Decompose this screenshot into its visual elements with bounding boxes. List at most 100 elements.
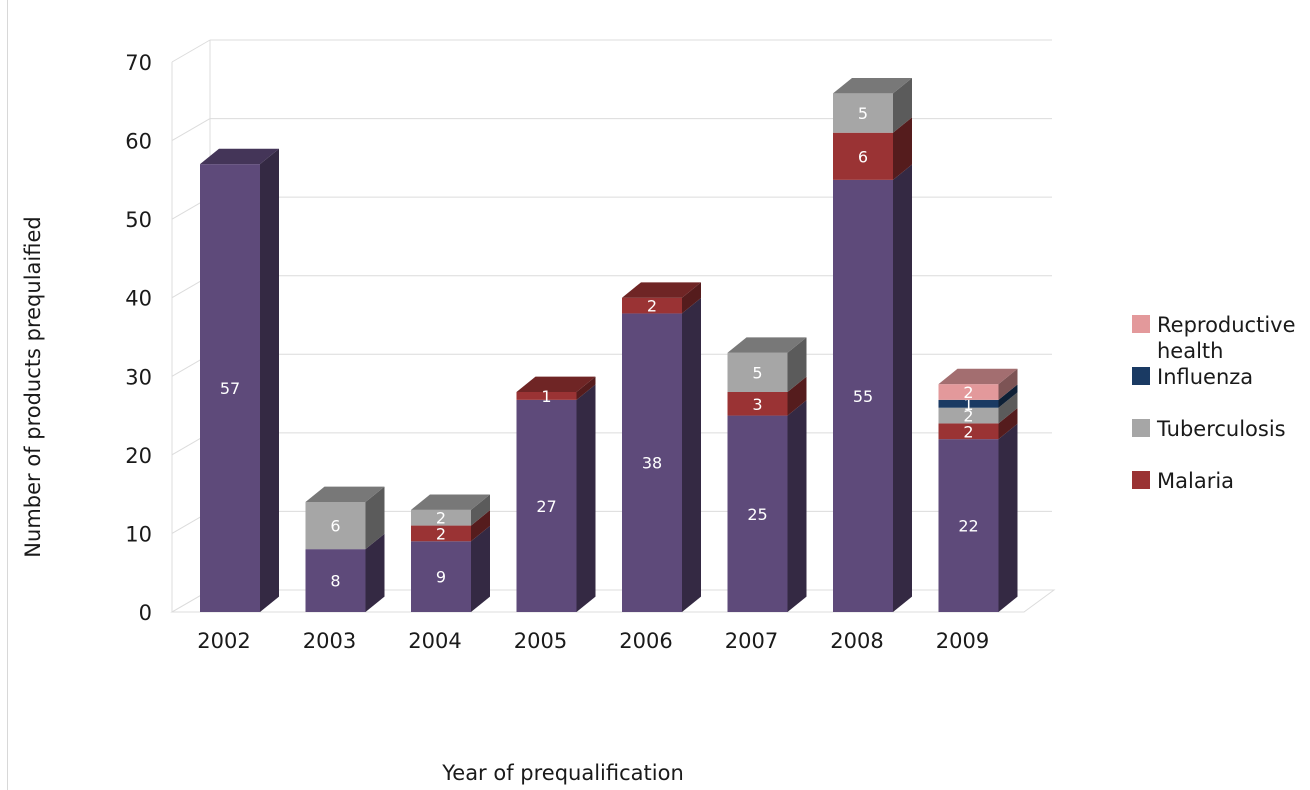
- bar-stack-2005: 27 1: [516, 376, 596, 612]
- bar-side: [998, 408, 1018, 440]
- legend-swatch: [1132, 367, 1150, 385]
- left-border-line: [7, 0, 8, 790]
- y-tick-label: 20: [125, 444, 152, 468]
- bar-top: [833, 78, 912, 94]
- bar-segment: [938, 384, 999, 400]
- bar-segment: [727, 415, 788, 612]
- bar-segment: [305, 502, 366, 550]
- bar-side: [471, 494, 490, 526]
- data-label: 27: [536, 497, 556, 516]
- bar-stack-2002: 57: [200, 148, 279, 612]
- bar-top: [305, 486, 385, 502]
- bar-segment: [938, 407, 999, 424]
- bar-segment: [833, 179, 893, 612]
- legend-swatch: [1132, 315, 1150, 333]
- bar-top: [516, 376, 596, 392]
- data-label: 38: [642, 454, 662, 473]
- x-tick-label: 2008: [830, 629, 883, 653]
- bar-segment: [411, 525, 471, 542]
- y-tick-label: 10: [125, 522, 152, 546]
- x-tick-label: 2009: [936, 629, 989, 653]
- data-label: 25: [747, 505, 767, 524]
- data-label: 8: [330, 572, 340, 591]
- bar-segment: [200, 164, 260, 612]
- bar-top: [622, 282, 701, 298]
- bar-side: [471, 510, 490, 542]
- data-label: 2: [436, 509, 446, 528]
- bar-stack-2003: 86: [305, 486, 385, 612]
- y-axis-title: Number of products prequlaified: [21, 216, 45, 557]
- data-label: 2: [436, 524, 446, 543]
- bar-side: [998, 384, 1018, 408]
- bar-side: [998, 423, 1018, 612]
- data-label: 2: [963, 407, 973, 426]
- bar-side: [682, 282, 701, 314]
- x-axis-title: Year of prequalification: [441, 761, 684, 785]
- x-tick-label: 2002: [197, 629, 250, 653]
- x-tick-label: 2003: [303, 629, 356, 653]
- y-tick-labels: 0 10 20 30 40 50 60 70: [125, 51, 152, 625]
- bar-side: [787, 376, 807, 416]
- bar-side: [365, 486, 385, 550]
- y-tick-label: 30: [125, 365, 152, 389]
- data-label: 57: [220, 379, 240, 398]
- legend-label: Tuberculosis: [1156, 417, 1286, 441]
- data-label: 2: [963, 422, 973, 441]
- bar-top: [411, 494, 490, 510]
- bar-side: [998, 368, 1018, 400]
- data-label: 2: [963, 383, 973, 402]
- bar-side: [260, 148, 279, 612]
- gridlines: [170, 39, 1056, 613]
- bar-side: [471, 525, 490, 612]
- x-tick-label: 2004: [408, 629, 461, 653]
- bar-segment: [938, 423, 999, 440]
- data-label: 9: [436, 568, 446, 587]
- bar-top: [727, 337, 807, 353]
- data-label: 55: [853, 387, 873, 406]
- legend-label: Influenza: [1157, 365, 1253, 389]
- bar-stack-2008: 55 6 5: [833, 78, 912, 612]
- data-label: 2: [647, 297, 657, 316]
- y-tick-label: 50: [125, 208, 152, 232]
- bar-segment: [833, 93, 893, 133]
- legend-swatch: [1132, 471, 1150, 489]
- bar-stack-2004: 9 22: [411, 494, 490, 612]
- bar-segment: [727, 392, 788, 416]
- floor: [170, 589, 1056, 613]
- bar-segment: [622, 313, 682, 612]
- data-label: 5: [752, 363, 762, 382]
- x-tick-labels: 2002 2003 2004 2005 2006 2007 2008 2009: [197, 629, 989, 653]
- x-tick-label: 2007: [725, 629, 778, 653]
- bar-side: [682, 298, 701, 612]
- y-tick-label: 60: [125, 130, 152, 154]
- bar-side: [787, 400, 807, 612]
- legend-swatch: [1132, 419, 1150, 437]
- legend-label: Reproductive health: [1157, 313, 1296, 363]
- bar-segment: [516, 392, 577, 400]
- data-label: 3: [752, 395, 762, 414]
- y-tick-label: 70: [125, 51, 152, 75]
- bar-top: [938, 368, 1018, 385]
- legend-label: Malaria: [1157, 469, 1234, 493]
- bar-side: [365, 533, 385, 612]
- bar-side: [893, 164, 912, 612]
- y-tick-label: 40: [125, 287, 152, 311]
- data-label: 1: [963, 395, 973, 414]
- bar-top: [200, 148, 279, 165]
- data-label: 6: [330, 517, 340, 536]
- gridline-connector: [171, 39, 211, 63]
- data-label: 5: [858, 104, 868, 123]
- bar-segment: [938, 439, 999, 612]
- y-tick-label: 0: [139, 601, 152, 625]
- data-label: 22: [958, 517, 978, 536]
- data-label: 6: [858, 147, 868, 166]
- bar-stack-2007: 25 3 5: [727, 337, 807, 612]
- bar-side: [998, 392, 1018, 424]
- bar-side: [893, 117, 912, 180]
- bar-segment: [411, 509, 471, 526]
- bar-side: [576, 376, 596, 400]
